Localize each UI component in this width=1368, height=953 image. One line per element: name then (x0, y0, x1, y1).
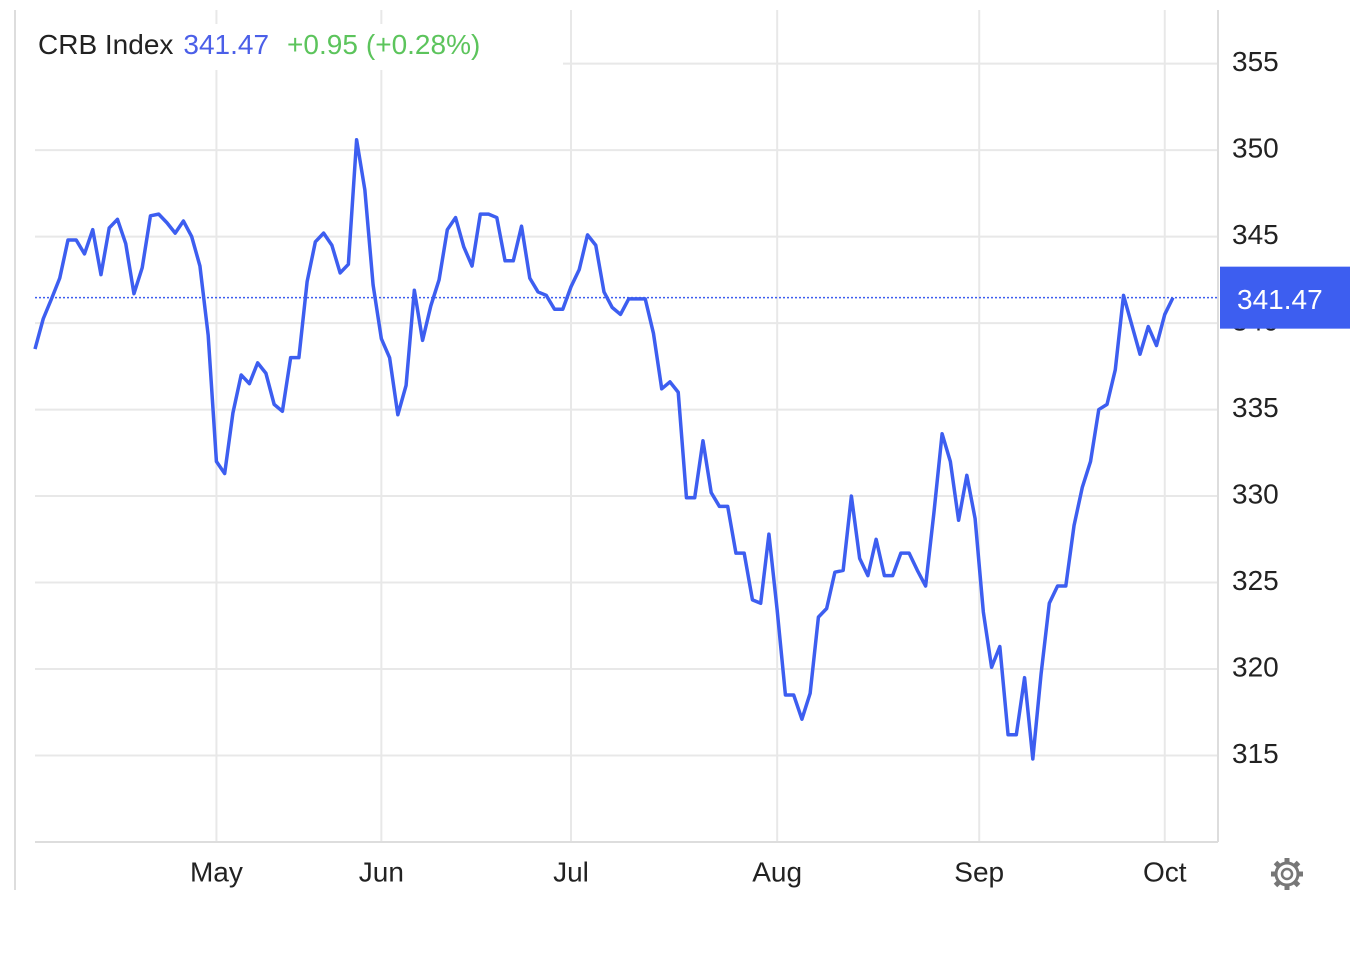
y-tick-label: 320 (1232, 651, 1279, 682)
last-price-label: 341.47 (1237, 284, 1323, 315)
x-tick-label: Jul (553, 856, 589, 887)
x-tick-label: Jun (359, 856, 404, 887)
y-tick-label: 315 (1232, 738, 1279, 769)
y-tick-label: 355 (1232, 46, 1279, 77)
last-price-badge (1220, 266, 1350, 329)
header: CRB Index 341.47 +0.95 (+0.28%) (38, 29, 480, 60)
price-line-series (33, 137, 1175, 761)
y-tick-label: 325 (1232, 565, 1279, 596)
axis-labels: 315320325330335340345350355MayJunJulAugS… (190, 46, 1350, 887)
plot (33, 137, 1218, 761)
y-tick-label: 350 (1232, 132, 1279, 163)
header-bg (28, 24, 563, 70)
y-tick-label: 330 (1232, 478, 1279, 509)
title: CRB Index (38, 29, 173, 60)
change: +0.95 (287, 29, 358, 60)
x-tick-label: May (190, 856, 243, 887)
last-price: 341.47 (183, 29, 269, 60)
y-tick-label: 335 (1232, 392, 1279, 423)
gear-hub (1280, 867, 1294, 881)
settings-icon[interactable] (1271, 858, 1303, 890)
change-pct: (+0.28%) (366, 29, 480, 60)
x-tick-label: Sep (954, 856, 1004, 887)
x-tick-label: Aug (752, 856, 802, 887)
y-tick-label: 345 (1232, 219, 1279, 250)
x-tick-label: Oct (1143, 856, 1187, 887)
gear-teeth (1271, 858, 1303, 890)
